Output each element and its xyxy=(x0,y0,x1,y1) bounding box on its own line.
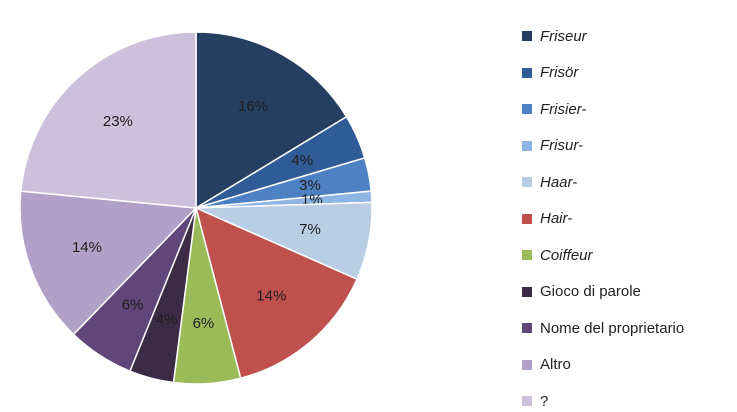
legend-item-nome-del-proprietario: Nome del proprietario xyxy=(522,310,732,347)
legend-swatch xyxy=(522,323,532,334)
data-label-haar: 7% xyxy=(299,221,321,238)
data-label-coiffeur: 6% xyxy=(193,315,215,332)
legend-swatch xyxy=(522,250,532,261)
legend-swatch xyxy=(522,286,532,297)
legend-label: Friseur xyxy=(540,27,587,45)
pie-slice-unknown xyxy=(19,31,197,209)
legend-item-fris-r: Frisör xyxy=(522,55,732,92)
legend-item-frisur: Frisur- xyxy=(522,128,732,165)
data-label-frisier: 3% xyxy=(299,177,321,194)
legend-label: Frisur- xyxy=(540,137,584,155)
legend-item-friseur: Friseur xyxy=(522,18,732,55)
legend-swatch xyxy=(522,104,532,115)
data-label-fris-r: 4% xyxy=(291,152,313,169)
legend-label: Gioco di parole xyxy=(540,283,641,301)
legend-item-unknown: ? xyxy=(522,383,732,412)
data-label-gioco-di-parole: 4% xyxy=(156,311,178,328)
data-label-nome-del-proprietario: 6% xyxy=(122,296,144,313)
legend-label: Frisier- xyxy=(540,100,587,118)
legend-label: Frisör xyxy=(540,64,579,82)
legend-label: ? xyxy=(540,392,549,410)
legend-swatch xyxy=(522,213,532,224)
data-label-friseur: 16% xyxy=(238,98,268,115)
data-label-altro: 14% xyxy=(72,239,102,256)
legend: Friseur Frisör Frisier- Frisur- Haar- Hair- Co… xyxy=(522,18,732,412)
data-label-unknown: 23% xyxy=(103,113,133,130)
pie-slice-altro xyxy=(19,190,198,336)
legend-item-coiffeur: Coiffeur xyxy=(522,237,732,274)
legend-swatch xyxy=(522,140,532,151)
pie-slice-hair xyxy=(194,206,358,380)
pie-slice-friseur xyxy=(195,31,348,210)
legend-swatch xyxy=(522,177,532,188)
legend-item-altro: Altro xyxy=(522,347,732,384)
legend-label: Hair- xyxy=(540,210,573,228)
legend-label: Altro xyxy=(540,356,571,374)
legend-item-hair: Hair- xyxy=(522,201,732,238)
legend-item-frisier: Frisier- xyxy=(522,91,732,128)
legend-swatch xyxy=(522,396,532,407)
legend-swatch xyxy=(522,359,532,370)
legend-label: Haar- xyxy=(540,173,578,191)
legend-item-gioco-di-parole: Gioco di parole xyxy=(522,274,732,311)
data-label-hair: 14% xyxy=(256,287,286,304)
legend-label: Coiffeur xyxy=(540,246,593,264)
legend-swatch xyxy=(522,31,532,42)
legend-label: Nome del proprietario xyxy=(540,319,685,337)
legend-swatch xyxy=(522,67,532,78)
legend-item-haar: Haar- xyxy=(522,164,732,201)
